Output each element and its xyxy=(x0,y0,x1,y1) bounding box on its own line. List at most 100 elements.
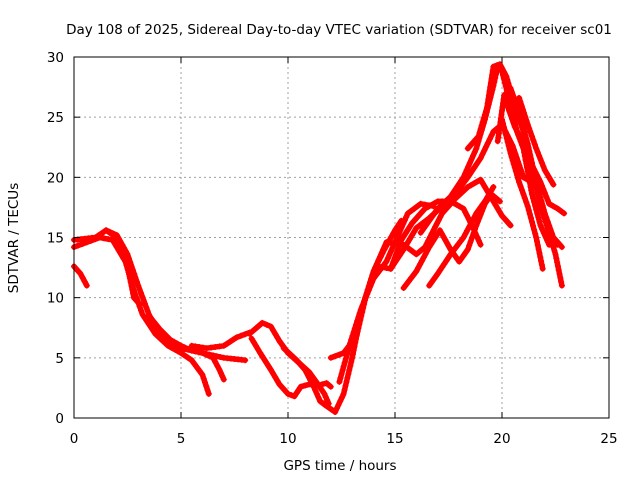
data-point xyxy=(467,142,474,149)
data-point xyxy=(380,246,387,253)
data-point xyxy=(105,236,112,243)
data-point xyxy=(553,255,560,262)
data-point xyxy=(506,146,513,153)
data-point xyxy=(249,328,256,335)
data-point xyxy=(214,362,221,369)
data-point xyxy=(420,254,427,261)
data-point xyxy=(532,230,539,237)
data-point xyxy=(272,330,279,337)
data-point xyxy=(369,271,376,278)
data-point xyxy=(534,210,541,217)
data-point xyxy=(537,222,544,229)
data-point xyxy=(261,356,268,363)
data-point xyxy=(463,212,470,219)
data-point xyxy=(385,255,391,262)
data-point xyxy=(212,358,219,365)
data-point xyxy=(374,263,381,270)
data-point xyxy=(343,378,350,385)
data-point xyxy=(96,234,103,241)
data-point xyxy=(191,360,198,367)
data-point xyxy=(227,338,234,345)
data-point xyxy=(324,397,331,404)
data-point xyxy=(493,62,500,69)
data-point xyxy=(321,390,328,397)
data-point xyxy=(505,142,512,149)
data-point xyxy=(313,390,320,397)
data-point xyxy=(77,270,84,277)
data-point xyxy=(415,264,422,271)
data-point xyxy=(534,242,541,249)
data-point xyxy=(514,171,520,178)
data-point xyxy=(143,304,150,311)
data-point xyxy=(400,220,407,227)
data-point xyxy=(138,307,145,314)
data-point xyxy=(256,322,263,329)
data-point xyxy=(473,161,480,168)
data-point xyxy=(521,195,528,202)
data-point xyxy=(547,226,554,233)
data-point xyxy=(436,227,443,234)
data-point xyxy=(309,380,315,387)
data-point xyxy=(509,89,515,96)
data-point xyxy=(527,129,534,136)
data-point xyxy=(141,300,148,307)
data-point xyxy=(478,122,485,129)
x-axis-label: GPS time / hours xyxy=(283,458,396,474)
data-point xyxy=(431,200,438,207)
data-point xyxy=(178,350,184,356)
data-point xyxy=(504,103,511,110)
data-point xyxy=(128,282,135,289)
data-point xyxy=(405,278,412,285)
data-point xyxy=(485,92,492,99)
data-point xyxy=(503,99,510,106)
data-point xyxy=(312,387,319,394)
data-point xyxy=(199,350,206,356)
data-point xyxy=(550,181,557,188)
data-point xyxy=(233,334,240,341)
data-point xyxy=(340,350,347,356)
data-point xyxy=(526,175,533,182)
data-point xyxy=(558,244,565,251)
data-point xyxy=(535,175,542,182)
data-point xyxy=(470,152,477,159)
data-point xyxy=(504,76,511,83)
data-point xyxy=(445,254,452,261)
data-point xyxy=(517,183,524,190)
data-point xyxy=(501,127,508,134)
data-point xyxy=(210,354,217,361)
data-point xyxy=(392,259,398,266)
series-track-21 xyxy=(499,116,546,272)
data-point xyxy=(532,169,539,175)
data-point xyxy=(458,177,465,184)
data-point xyxy=(534,172,541,179)
data-point xyxy=(276,381,283,388)
data-point xyxy=(469,217,476,224)
data-point xyxy=(338,371,345,378)
data-point xyxy=(471,180,478,187)
data-point xyxy=(441,199,448,206)
data-point xyxy=(511,123,518,130)
data-point xyxy=(347,362,354,369)
series-track-4 xyxy=(103,227,144,308)
data-point xyxy=(479,119,486,125)
data-point xyxy=(533,206,540,213)
data-point xyxy=(450,248,457,254)
data-point xyxy=(467,220,474,227)
data-point xyxy=(464,227,471,234)
data-point xyxy=(360,305,367,312)
data-point xyxy=(409,232,416,239)
series-track-5 xyxy=(145,312,227,383)
data-point xyxy=(83,282,90,289)
data-point xyxy=(454,202,461,208)
data-point xyxy=(400,233,407,240)
y-tick-label: 25 xyxy=(47,110,64,126)
data-point xyxy=(363,293,370,300)
data-point xyxy=(344,374,351,381)
data-point xyxy=(279,384,286,391)
data-point xyxy=(401,217,408,224)
data-point xyxy=(452,244,459,251)
data-point xyxy=(402,230,409,237)
data-point xyxy=(548,230,555,237)
data-point xyxy=(267,366,274,373)
data-point xyxy=(270,370,276,377)
